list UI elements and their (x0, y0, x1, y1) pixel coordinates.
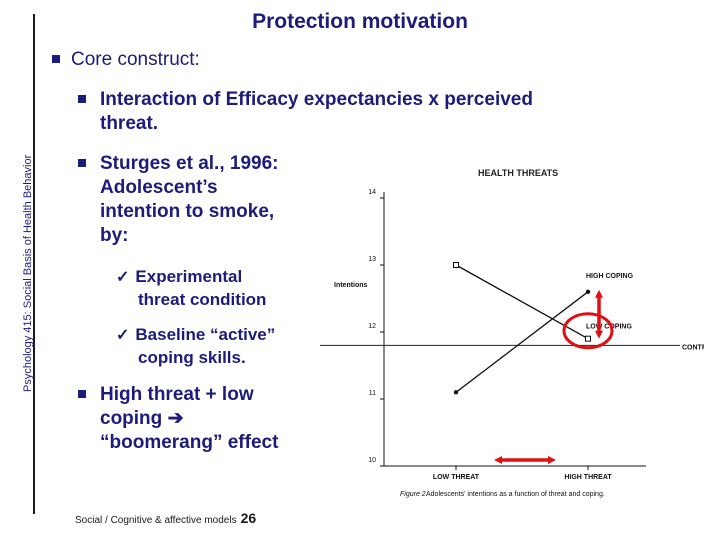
series-line-high-coping (455, 291, 589, 393)
y-tick-label-12: 12 (368, 323, 376, 330)
point-low-coping-1 (585, 335, 591, 342)
side-rule (33, 14, 35, 514)
page-number: 26 (240, 510, 257, 526)
footer: Social / Cognitive & affective models 26 (75, 510, 257, 526)
point-low-coping-0 (453, 262, 459, 268)
bullet-square-icon (78, 390, 86, 398)
x-tick-label-0: LOW THREAT (433, 474, 480, 481)
arrow-right-icon: ➔ (167, 408, 184, 429)
figure-caption-label: Figure 2. (400, 491, 428, 498)
point-high-coping-1 (585, 289, 591, 294)
y-tick-label-13: 13 (368, 256, 376, 263)
control-label: CONTROL (682, 344, 704, 351)
figure-panel: HEALTH THREATS 10 11 12 13 14 Intentions LOW TH… (316, 158, 717, 514)
chart-title: HEALTH THREATS (478, 168, 558, 178)
series-line-low-coping (455, 264, 589, 340)
sub-bullet-experimental: ✓ Experimental threat condition (116, 267, 267, 309)
point-high-coping-0 (453, 390, 459, 395)
y-axis-label: Intentions (334, 282, 368, 289)
checkmark-icon: ✓ (116, 327, 130, 344)
y-tick-label-14: 14 (368, 189, 376, 196)
y-tick-label-11: 11 (369, 390, 376, 397)
y-tick-label-10: 10 (368, 457, 376, 464)
bullet-sturges: Sturges et al., 1996: Adolescent’s inten… (78, 152, 318, 248)
bullet-square-icon (52, 55, 60, 63)
bullet-interaction: Interaction of Efficacy expectancies x p… (78, 88, 678, 136)
sub-bullet-baseline: ✓ Baseline “active” coping skills. (116, 325, 276, 367)
series-label-low-coping: LOW COPING (586, 324, 632, 331)
bullet-high-threat: High threat + low coping ➔ “boomerang” e… (78, 383, 318, 455)
bullet-square-icon (78, 159, 86, 167)
series-label-high-coping: HIGH COPING (586, 273, 634, 280)
annotation-ellipse-low-coping (562, 312, 614, 350)
figure-caption-text: Adolescents' intentions as a function of… (426, 491, 605, 498)
bullet-square-icon (78, 95, 86, 103)
slide-title: Protection motivation (252, 10, 468, 33)
bullet-core-construct: Core construct: (52, 48, 200, 72)
line-chart: HEALTH THREATS 10 11 12 13 14 Intentions LOW TH… (320, 168, 717, 498)
x-tick-label-1: HIGH THREAT (564, 474, 612, 481)
side-label: Psychology 415: Social Basis of Health B… (22, 154, 34, 392)
checkmark-icon: ✓ (116, 269, 130, 286)
